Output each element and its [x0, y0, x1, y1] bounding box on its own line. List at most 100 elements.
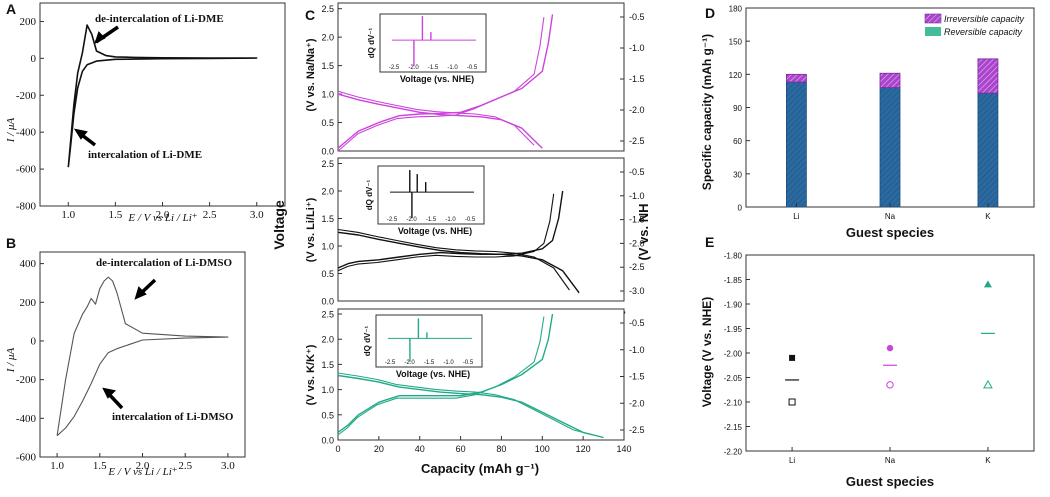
- y2-tick-label: -1.0: [629, 345, 645, 355]
- x-tick-label: 120: [576, 444, 591, 454]
- panel-c-li-curve-discharge: [337, 231, 580, 294]
- panel-c-li-curve-charge: [337, 190, 564, 269]
- panel-c-li-y-label: (V vs. Li/Li⁺): [305, 197, 317, 262]
- panel-c-right-label: (V vs. NH: [636, 203, 651, 260]
- point-oxidation-li: [789, 354, 796, 361]
- bar-reversible-k: [977, 92, 999, 208]
- panel-e-x-label: Guest species: [846, 474, 934, 489]
- y-tick-label: 400: [20, 258, 37, 270]
- y-tick-label: -600: [16, 164, 37, 176]
- y-tick-label: -400: [16, 413, 37, 425]
- y2-tick-label: -0.5: [629, 318, 645, 328]
- panel-c-li-inset-y-label: dQ dV⁻¹: [365, 179, 374, 210]
- y-tick-label: -600: [16, 452, 37, 464]
- panel-c-k-curve-discharge-cycle2: [337, 372, 594, 436]
- x-tick-label: Na: [885, 456, 896, 465]
- y-tick-label: -400: [16, 127, 37, 139]
- panel-a-x-label: E / V vs Li / Li⁺: [127, 212, 197, 224]
- y2-tick-label: -2.5: [629, 136, 645, 146]
- y2-tick-label: -1.5: [629, 372, 645, 382]
- x-tick-label: 0: [335, 444, 340, 454]
- panel-e-frame: [745, 254, 1035, 452]
- inset-tick-label: -0.5: [463, 360, 474, 366]
- panel-b-arrowhead-1: [134, 286, 147, 300]
- x-tick-label: 2.5: [178, 460, 192, 472]
- panel-b-annotation-intercalation: intercalation of Li-DMSO: [112, 411, 234, 423]
- y-tick-label: 1.0: [321, 242, 334, 252]
- y-tick-label: -2.05: [724, 374, 743, 383]
- y-tick-label: 2.5: [321, 159, 334, 169]
- panel-a-arrowhead-1: [94, 31, 106, 44]
- panel-a-y-label: I / μA: [5, 117, 17, 143]
- y2-tick-label: -2.0: [629, 105, 645, 115]
- x-tick-label: K: [985, 456, 991, 465]
- x-tick-label: 140: [616, 444, 631, 454]
- panel-b-cv-curve: [56, 276, 229, 437]
- bar-irreversible-na: [879, 72, 901, 88]
- y-tick-label: 150: [729, 38, 743, 47]
- bar-reversible-na: [879, 87, 901, 208]
- y2-tick-label: -2.5: [629, 262, 645, 272]
- panel-a-annotation-deintercalation: de-intercalation of Li-DME: [95, 13, 224, 25]
- inset-tick-label: -2.5: [387, 217, 398, 223]
- panel-c-k-y-label: (V vs. K/K⁺): [305, 344, 317, 405]
- y2-tick-label: -1.0: [629, 43, 645, 53]
- y-tick-label: -800: [16, 201, 37, 213]
- x-tick-label: 40: [415, 444, 425, 454]
- x-tick-label: 1.0: [50, 460, 64, 472]
- y-tick-label: 0: [31, 335, 37, 347]
- y-tick-label: -2.15: [724, 423, 743, 432]
- panel-a-frame: [39, 2, 286, 207]
- panel-b-label: B: [6, 235, 16, 251]
- legend-label-irreversible: Irreversible capacity: [944, 14, 1025, 24]
- panel-a-annotation-intercalation: intercalation of Li-DME: [88, 149, 202, 161]
- panel-c-na-inset-y-label: dQ dV⁻¹: [367, 27, 376, 58]
- inset-tick-label: -1.0: [445, 217, 456, 223]
- inset-tick-label: -1.5: [424, 360, 435, 366]
- panel-c-stray-mark: ': [624, 310, 626, 320]
- panel-a-cv-curve: [67, 24, 258, 168]
- y-tick-label: 30: [733, 170, 742, 179]
- panel-c-na-curve-charge-cycle2: [337, 17, 545, 152]
- y2-tick-label: -2.0: [629, 398, 645, 408]
- y-tick-label: -1.85: [724, 276, 743, 285]
- panel-c-li-curve-charge-cycle2: [337, 193, 555, 272]
- y-tick-label: 1.5: [321, 360, 334, 370]
- inset-tick-label: -2.5: [389, 65, 400, 71]
- y2-tick-label: -2.0: [629, 238, 645, 248]
- panel-d-x-label: Guest species: [846, 225, 934, 240]
- panel-c-k-inset-x-label: Voltage (vs. NHE): [396, 369, 470, 379]
- inset-tick-label: -1.0: [447, 65, 458, 71]
- y-tick-label: 1.0: [321, 385, 334, 395]
- y2-tick-label: -0.5: [629, 12, 645, 22]
- panel-c-na-inset-x-label: Voltage (vs. NHE): [400, 74, 474, 84]
- panel-d-y-label: Specific capacity (mAh g⁻¹): [700, 34, 714, 190]
- x-tick-label: 80: [496, 444, 506, 454]
- bar-reversible-li: [786, 81, 807, 208]
- y-tick-label: 2.5: [321, 310, 334, 320]
- panel-b-arrowhead-2: [102, 387, 117, 399]
- panel-d-label: D: [705, 5, 715, 21]
- point-oxidation-na: [886, 344, 894, 352]
- x-tick-label: 60: [456, 444, 466, 454]
- x-tick-label: 2.0: [136, 460, 150, 472]
- point-reduction-li: [788, 398, 796, 406]
- y-tick-label: 200: [20, 16, 37, 28]
- x-tick-label: 3.0: [250, 209, 264, 221]
- y-tick-label: 0.5: [321, 410, 334, 420]
- panel-a-arrowhead-2: [73, 128, 88, 140]
- inset-tick-label: -1.5: [426, 217, 437, 223]
- panel-c-na-y-label: (V vs. Na/Na⁺): [305, 38, 317, 111]
- inset-tick-label: -2.0: [408, 65, 419, 71]
- y-tick-label: 200: [20, 297, 37, 309]
- y2-tick-label: -1.0: [629, 191, 645, 201]
- panel-c-x-label: Capacity (mAh g⁻¹): [421, 461, 539, 476]
- y-tick-label: 0.5: [321, 269, 334, 279]
- panel-c-na-curve-charge: [337, 14, 554, 149]
- panel-b-annotation-deintercalation: de-intercalation of Li-DMSO: [96, 257, 233, 269]
- inset-tick-label: -1.0: [443, 360, 454, 366]
- point-oxidation-k: [983, 280, 992, 288]
- y-tick-label: 0: [31, 53, 37, 65]
- panel-c-li-inset-frame: [377, 165, 485, 225]
- bar-irreversible-li: [786, 73, 807, 83]
